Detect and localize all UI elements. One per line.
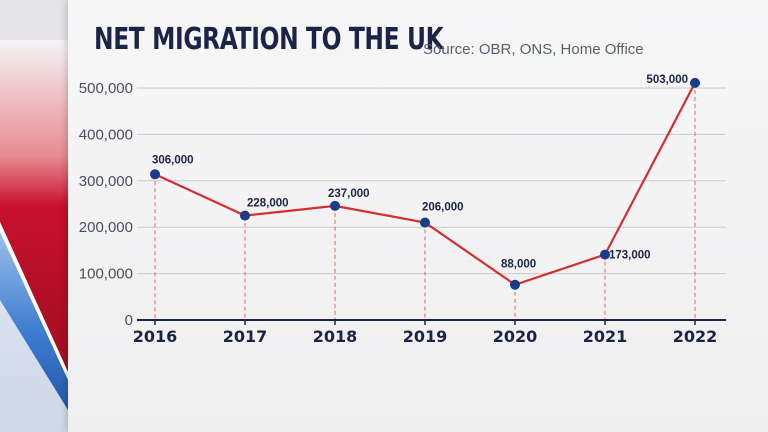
drop-lines-layer bbox=[154, 82, 696, 320]
data-point bbox=[690, 77, 700, 88]
y-tick-label: 0 bbox=[125, 312, 133, 329]
data-label: 88,000 bbox=[501, 259, 536, 271]
data-label: 306,000 bbox=[152, 154, 194, 166]
data-label: 503,000 bbox=[646, 74, 688, 86]
marker-layer bbox=[150, 77, 700, 290]
data-label: 206,000 bbox=[422, 202, 464, 214]
data-point bbox=[150, 169, 160, 180]
x-tick-label: 2022 bbox=[673, 327, 718, 346]
data-point bbox=[420, 217, 430, 228]
axis-layer: 0 100,000 200,000 300,000 400,000 500,000 2016… bbox=[79, 80, 726, 346]
y-tick-label: 500,000 bbox=[79, 80, 133, 97]
x-tick-label: 2016 bbox=[133, 327, 178, 346]
data-point bbox=[510, 279, 520, 290]
data-point bbox=[330, 200, 340, 211]
x-tick-label: 2018 bbox=[313, 327, 358, 346]
y-tick-label: 100,000 bbox=[79, 266, 133, 283]
grid-layer bbox=[137, 87, 726, 275]
y-tick-label: 300,000 bbox=[79, 173, 133, 190]
chart-panel bbox=[68, 0, 768, 432]
source-note: Source: OBR, ONS, Home Office bbox=[423, 41, 644, 58]
data-label: 228,000 bbox=[247, 198, 289, 210]
x-tick-label: 2021 bbox=[583, 327, 628, 346]
data-point bbox=[600, 249, 610, 260]
y-tick-label: 400,000 bbox=[79, 126, 133, 143]
data-label: 237,000 bbox=[328, 188, 370, 200]
decorative-stripe bbox=[0, 0, 68, 432]
x-tick-label: 2019 bbox=[403, 327, 448, 346]
chart-title: NET MIGRATION TO THE UK bbox=[94, 22, 444, 57]
x-tick-label: 2020 bbox=[493, 327, 538, 346]
y-tick-label: 200,000 bbox=[79, 219, 133, 236]
data-label: 173,000 bbox=[609, 250, 651, 262]
label-layer: 306,000 228,000 237,000 206,000 88,000 173,00… bbox=[152, 74, 688, 271]
x-tick-label: 2017 bbox=[223, 327, 268, 346]
data-point bbox=[240, 210, 250, 221]
